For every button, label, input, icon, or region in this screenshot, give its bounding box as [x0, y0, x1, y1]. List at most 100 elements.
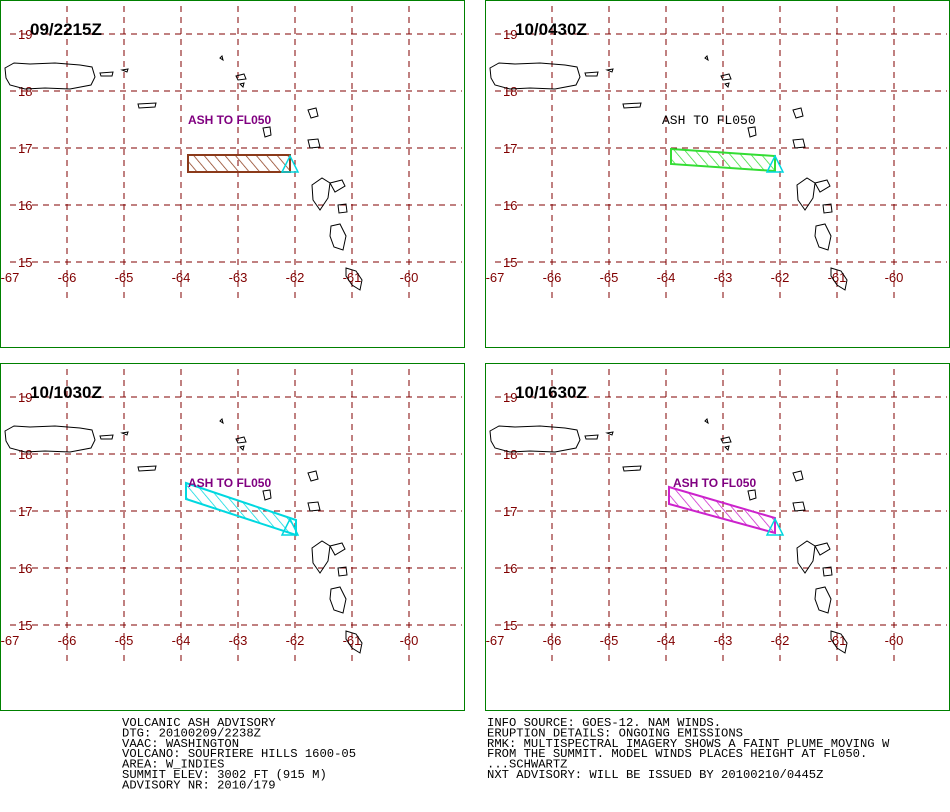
- longitude-label: -64: [657, 633, 676, 648]
- coastline: [219, 418, 224, 425]
- ash-label: ASH TO FL050: [188, 113, 271, 127]
- latitude-label: 17: [503, 141, 517, 156]
- latitude-label: 17: [18, 504, 32, 519]
- longitude-label: -64: [657, 270, 676, 285]
- valid-time: 10/1630Z: [515, 383, 587, 402]
- coastline: [605, 68, 614, 73]
- latitude-label: 16: [503, 198, 517, 213]
- coastline: [792, 470, 804, 482]
- latitude-label: 16: [18, 198, 32, 213]
- coastline: [720, 73, 732, 81]
- longitude-label: -65: [600, 270, 619, 285]
- longitude-label: -66: [543, 270, 562, 285]
- coastline: [796, 540, 831, 574]
- coastline: [311, 540, 346, 574]
- map-panel: -67 -66 -65 -64 -63 -62 -61 -60 19 18 17 16 15 ASH TO…: [0, 363, 465, 711]
- latitude-label: 19: [503, 27, 517, 42]
- panel-frame: [485, 0, 950, 348]
- latitude-label: 19: [503, 390, 517, 405]
- coastline: [489, 62, 581, 90]
- longitude-label: -62: [771, 270, 790, 285]
- coastline: [311, 177, 346, 211]
- coastline: [235, 73, 247, 81]
- coastline: [239, 82, 245, 88]
- advisory-line: VOLCANIC ASH ADVISORY: [122, 716, 276, 730]
- ash-label: ASH TO FL050: [673, 476, 756, 490]
- coastline: [814, 223, 832, 251]
- longitude-label: -62: [286, 633, 305, 648]
- coastline: [345, 630, 363, 654]
- advisory-line: DTG: 20100209/2238Z: [122, 726, 261, 740]
- coastline: [622, 465, 642, 472]
- coastline: [822, 203, 833, 214]
- latitude-label: 15: [18, 618, 32, 633]
- valid-time: 10/1030Z: [30, 383, 102, 402]
- advisory-line: RMK: MULTISPECTRAL IMAGERY SHOWS A FAINT…: [487, 737, 890, 751]
- panel-frame: [485, 363, 950, 711]
- map-panel: -67 -66 -65 -64 -63 -62 -61 -60 19 18 17 16 15 ASH TO…: [485, 363, 950, 711]
- coastline: [329, 223, 347, 251]
- latitude-label: 16: [503, 561, 517, 576]
- longitude-label: -65: [115, 633, 134, 648]
- longitude-label: -66: [58, 270, 77, 285]
- longitude-label: -61: [828, 270, 847, 285]
- longitude-label: -63: [714, 633, 733, 648]
- coastline: [120, 431, 129, 436]
- latitude-label: 16: [18, 561, 32, 576]
- coastline: [720, 436, 732, 444]
- panel-frame: [0, 363, 465, 711]
- latitude-label: 15: [503, 618, 517, 633]
- ash-area: [670, 147, 776, 173]
- coastline: [822, 566, 833, 577]
- latitude-label: 15: [503, 255, 517, 270]
- latitude-label: 19: [18, 27, 32, 42]
- coastline: [724, 82, 730, 88]
- volcano-marker: [280, 517, 300, 536]
- latitude-label: 17: [503, 504, 517, 519]
- coastline: [584, 434, 599, 440]
- coastline: [120, 68, 129, 73]
- coastline: [329, 586, 347, 614]
- advisory-line: SUMMIT ELEV: 3002 FT (915 M): [122, 768, 327, 782]
- coastline: [99, 434, 114, 440]
- map-panel: -67 -66 -65 -64 -63 -62 -61 -60 19 18 17 16 15 ASH TO…: [485, 0, 950, 348]
- coastline: [814, 586, 832, 614]
- coastline: [4, 62, 96, 90]
- coastline: [830, 267, 848, 291]
- coastline: [262, 126, 272, 138]
- coastline: [99, 71, 114, 77]
- longitude-label: -64: [172, 633, 191, 648]
- longitude-label: -62: [771, 633, 790, 648]
- map-panel: -67 -66 -65 -64 -63 -62 -61 -60 19 18 17 16 15 ASH TO…: [0, 0, 465, 348]
- ash-label: ASH TO FL050: [188, 476, 271, 490]
- coastline: [337, 566, 348, 577]
- advisory-line: ERUPTION DETAILS: ONGOING EMISSIONS: [487, 726, 743, 740]
- advisory-line: VOLCANO: SOUFRIERE HILLS 1600-05: [122, 747, 356, 761]
- coastline: [137, 465, 157, 472]
- coastline: [337, 203, 348, 214]
- advisory-line: ...SCHWARTZ: [487, 758, 567, 772]
- longitude-label: -60: [400, 270, 419, 285]
- longitude-label: -66: [58, 633, 77, 648]
- ash-label: ASH TO FL050: [662, 113, 756, 128]
- panel-frame: [0, 0, 465, 348]
- coastline: [747, 489, 757, 501]
- latitude-label: 18: [503, 447, 517, 462]
- longitude-label: -67: [486, 270, 505, 285]
- coastline: [345, 267, 363, 291]
- latitude-label: 18: [18, 84, 32, 99]
- longitude-label: -67: [486, 633, 505, 648]
- ash-area: [668, 485, 776, 535]
- longitude-label: -62: [286, 270, 305, 285]
- longitude-label: -60: [400, 633, 419, 648]
- coastline: [239, 445, 245, 451]
- coastline: [792, 107, 804, 119]
- coastline: [605, 431, 614, 436]
- latitude-label: 18: [18, 447, 32, 462]
- coastline: [584, 71, 599, 77]
- advisory-line: VAAC: WASHINGTON: [122, 737, 239, 751]
- advisory-line: FROM THE SUMMIT. MODEL WINDS PLACES HEIG…: [487, 747, 867, 761]
- longitude-label: -60: [885, 633, 904, 648]
- coastline: [747, 126, 757, 138]
- latitude-label: 19: [18, 390, 32, 405]
